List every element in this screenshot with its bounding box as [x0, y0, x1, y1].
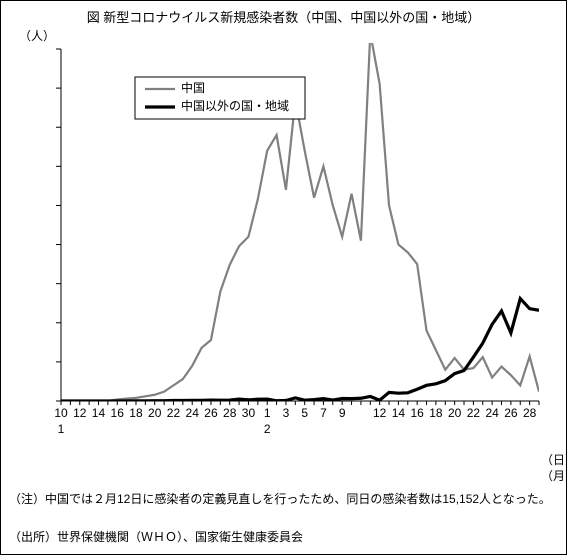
chart-title: 図 新型コロナウイルス新規感染者数（中国、中国以外の国・地域） [1, 7, 566, 26]
x-tick-label-day: 28 [223, 406, 237, 420]
footnote-source: （出所）世界保健機関（ＷＨＯ）、国家衛生健康委員会 [9, 529, 559, 545]
x-axis-unit-month: （月） [541, 467, 567, 484]
footnote-note: （注）中国では２月12日に感染者の定義見直しを行ったため、同日の感染者数は15,… [9, 491, 559, 507]
x-tick-label-month: 2 [264, 422, 271, 436]
x-tick-label-day: 18 [429, 406, 443, 420]
x-tick-label-day: 22 [467, 406, 481, 420]
x-tick-label-month: 1 [58, 422, 65, 436]
x-tick-label-day: 30 [242, 406, 256, 420]
x-tick-label-day: 20 [448, 406, 462, 420]
x-tick-label-day: 3 [283, 406, 290, 420]
chart-svg: 05001,0001,5002,0002,5003,0003,5004,0004… [55, 43, 545, 443]
x-tick-label-day: 7 [320, 406, 327, 420]
x-tick-label-day: 9 [339, 406, 346, 420]
x-tick-label-day: 22 [167, 406, 181, 420]
y-axis-unit: （人） [19, 27, 55, 44]
x-tick-label-day: 16 [111, 406, 125, 420]
x-tick-label-day: 28 [523, 406, 537, 420]
x-tick-label-day: 24 [186, 406, 200, 420]
x-tick-label-day: 26 [204, 406, 218, 420]
x-tick-label-day: 16 [410, 406, 424, 420]
legend-label: 中国以外の国・地域 [181, 98, 289, 113]
plot-area: 05001,0001,5002,0002,5003,0003,5004,0004… [55, 43, 545, 443]
x-tick-label-day: 20 [148, 406, 162, 420]
x-tick-label-day: 26 [504, 406, 518, 420]
x-tick-label-day: 10 [55, 406, 68, 420]
legend-label: 中国 [181, 80, 205, 95]
x-tick-label-day: 12 [373, 406, 387, 420]
x-tick-label-day: 1 [264, 406, 271, 420]
series-other [61, 299, 539, 401]
x-axis-unit-day: （日） [541, 451, 567, 468]
x-tick-label-day: 14 [92, 406, 106, 420]
x-tick-label-day: 5 [301, 406, 308, 420]
x-tick-label-day: 24 [485, 406, 499, 420]
x-tick-label-day: 18 [129, 406, 143, 420]
x-tick-label-day: 14 [392, 406, 406, 420]
x-tick-label-day: 12 [73, 406, 87, 420]
